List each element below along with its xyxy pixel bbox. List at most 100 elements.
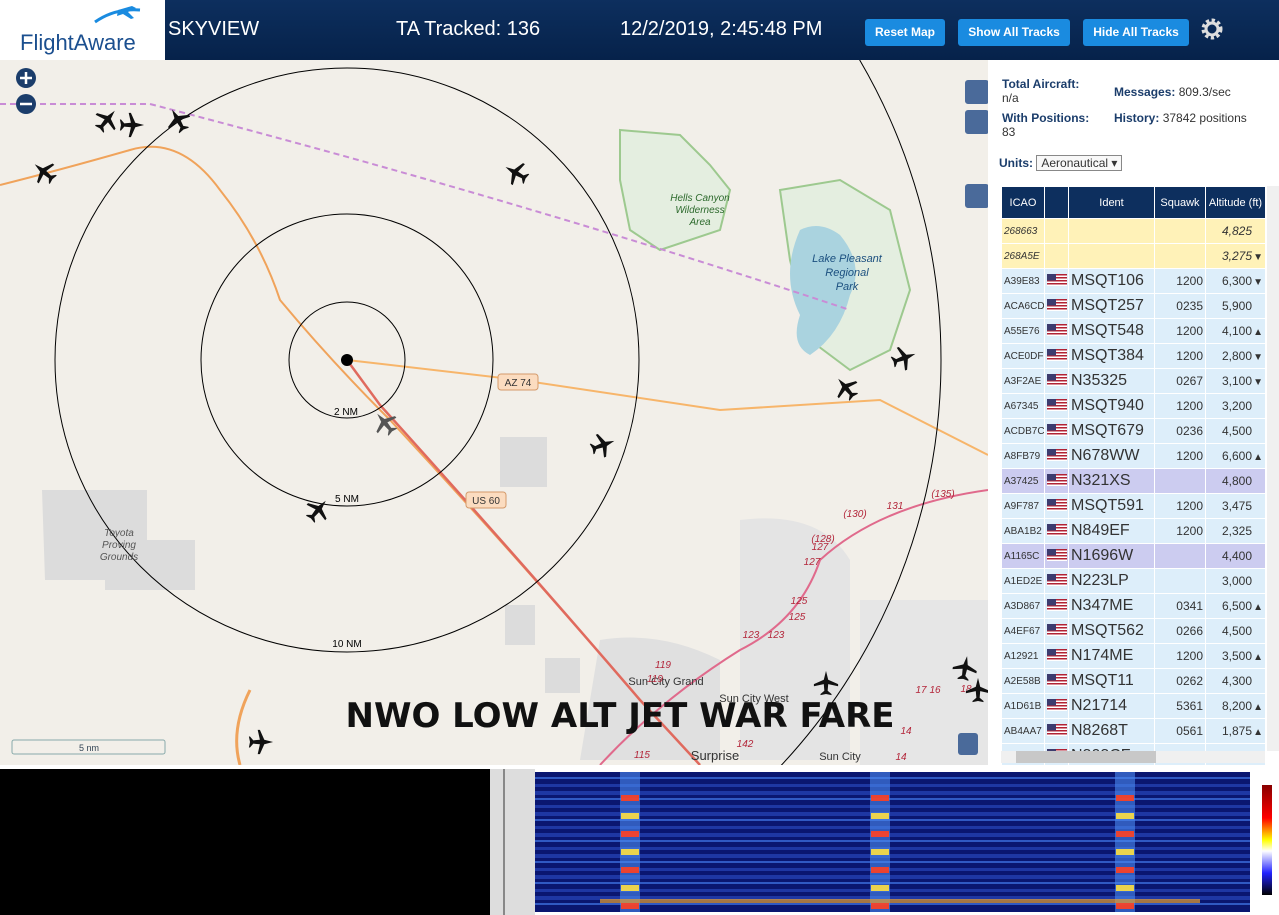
altitude: 4,800 — [1205, 468, 1266, 494]
squawk — [1154, 543, 1206, 569]
icao: A8FB79 — [1001, 443, 1045, 469]
map-label: 10 NM — [332, 639, 361, 650]
altitude-value: 4,800 — [1221, 474, 1252, 488]
waterfall-hot — [1116, 885, 1134, 891]
waterfall-hot — [1116, 903, 1134, 909]
aircraft-row[interactable]: A37425 N321XS 4,800 — [1001, 468, 1266, 494]
aircraft-icon[interactable] — [368, 406, 402, 440]
waterfall-hot — [1116, 867, 1134, 873]
aircraft-icon[interactable] — [888, 342, 919, 373]
aircraft-row[interactable]: ACA6CD MSQT257 0235 5,900 — [1001, 293, 1266, 319]
aircraft-icon[interactable] — [248, 729, 274, 755]
ident: MSQT548 — [1068, 318, 1155, 344]
waterfall-hot — [621, 885, 639, 891]
altitude-value: 3,275 — [1221, 249, 1252, 263]
squawk: 1200 — [1154, 443, 1206, 469]
flag — [1047, 423, 1067, 436]
aircraft-row[interactable]: A1ED2E N223LP 3,000 — [1001, 568, 1266, 594]
waterfall-peak — [620, 772, 640, 912]
icao: A39E83 — [1001, 268, 1045, 294]
flag-cell — [1044, 493, 1069, 519]
aircraft-row[interactable]: A2E58B MSQT11 0262 4,300 — [1001, 668, 1266, 694]
aircraft-row[interactable]: A55E76 MSQT548 1200 4,100▲ — [1001, 318, 1266, 344]
aircraft-icon[interactable] — [301, 493, 335, 527]
waterfall-hot — [1116, 831, 1134, 837]
aircraft-row[interactable]: A8FB79 N678WW 1200 6,600▲ — [1001, 443, 1266, 469]
waterfall-band — [535, 791, 1250, 795]
waterfall-hot — [621, 867, 639, 873]
altitude: 4,300 — [1205, 668, 1266, 694]
aircraft-row[interactable]: A1D61B N21714 5361 8,200▲ — [1001, 693, 1266, 719]
map-label: Sun City West — [719, 693, 789, 705]
zoom-controls[interactable] — [16, 68, 36, 114]
map-label: 125 — [791, 596, 808, 607]
waterfall-band — [535, 882, 1250, 884]
waterfall-hot — [621, 795, 639, 801]
aircraft-row[interactable]: A67345 MSQT940 1200 3,200 — [1001, 393, 1266, 419]
icao: A3D867 — [1001, 593, 1045, 619]
aircraft-row[interactable]: ABA1B2 N849EF 1200 2,325 — [1001, 518, 1266, 544]
column-header[interactable]: Altitude (ft) — [1205, 186, 1266, 219]
aircraft-icon[interactable] — [813, 670, 839, 696]
aircraft-icon[interactable] — [587, 429, 618, 460]
ident: N21714 — [1068, 693, 1155, 719]
aircraft-icon[interactable] — [499, 156, 532, 189]
aircraft-icon[interactable] — [27, 155, 61, 189]
show-tracks-button[interactable]: Show All Tracks — [958, 19, 1070, 46]
aircraft-row[interactable]: ACE0DF MSQT384 1200 2,800▼ — [1001, 343, 1266, 369]
hide-tracks-button[interactable]: Hide All Tracks — [1083, 19, 1189, 46]
column-header — [1044, 186, 1069, 219]
map-label: Sun City Grand — [628, 676, 703, 688]
aircraft-row[interactable]: 268663 4,825 — [1001, 218, 1266, 244]
aircraft-row[interactable]: A3D867 N347ME 0341 6,500▲ — [1001, 593, 1266, 619]
aircraft-row[interactable]: ACDB7C MSQT679 0236 4,500 — [1001, 418, 1266, 444]
waterfall-hot — [871, 813, 889, 819]
settings-icon[interactable] — [1200, 17, 1224, 41]
aircraft-icon[interactable] — [829, 371, 863, 405]
aircraft-icon[interactable] — [161, 103, 194, 136]
map-label: 131 — [887, 501, 904, 512]
map[interactable]: 2 NM 5 NM 10 NM AZ 74 US 60 Hells CanyonWilde… — [0, 60, 988, 765]
trend: ▲ — [1253, 327, 1263, 338]
column-header[interactable]: Ident — [1068, 186, 1155, 219]
aircraft-row[interactable]: A4EF67 MSQT562 0266 4,500 — [1001, 618, 1266, 644]
logo[interactable]: FlightAware — [0, 0, 165, 60]
aircraft-icon[interactable] — [119, 112, 145, 138]
logo-text: FlightAware — [20, 30, 136, 55]
icao: A55E76 — [1001, 318, 1045, 344]
flag-cell — [1044, 443, 1069, 469]
aircraft-row[interactable]: 268A5E 3,275▼ — [1001, 243, 1266, 269]
aircraft-icon[interactable] — [90, 103, 124, 137]
app-name: SKYVIEW — [168, 18, 260, 40]
column-header[interactable]: ICAO — [1001, 186, 1045, 219]
units-select[interactable]: Aeronautical ▾ — [1036, 155, 1123, 171]
aircraft-row[interactable]: A3F2AE N35325 0267 3,100▼ — [1001, 368, 1266, 394]
scrollbar[interactable] — [1001, 751, 1265, 763]
altitude-value: 3,475 — [1221, 499, 1252, 513]
reset-map-button[interactable]: Reset Map — [865, 19, 945, 46]
aircraft-row[interactable]: A12921 N174ME 1200 3,500▲ — [1001, 643, 1266, 669]
aircraft-icon[interactable] — [965, 677, 988, 703]
aircraft-row[interactable]: A1165C N1696W 4,400 — [1001, 543, 1266, 569]
waterfall-band — [535, 847, 1250, 850]
flag — [1047, 523, 1067, 536]
waterfall-hot — [1116, 813, 1134, 819]
waterfall-hot — [621, 903, 639, 909]
icao: A1ED2E — [1001, 568, 1045, 594]
altitude-value: 8,200 — [1221, 699, 1252, 713]
altitude: 4,500 — [1205, 618, 1266, 644]
scrollbar[interactable] — [1267, 186, 1279, 751]
aircraft-row[interactable]: A9F787 MSQT591 1200 3,475 — [1001, 493, 1266, 519]
icao: A4EF67 — [1001, 618, 1045, 644]
squawk: 1200 — [1154, 318, 1206, 344]
map-buttons[interactable] — [958, 80, 988, 755]
map-label: Toyota — [104, 528, 134, 539]
squawk: 0341 — [1154, 593, 1206, 619]
aircraft-icon[interactable] — [951, 654, 979, 682]
units-label: Units: — [999, 156, 1033, 170]
column-header[interactable]: Squawk — [1154, 186, 1206, 219]
aircraft-row[interactable]: A39E83 MSQT106 1200 6,300▼ — [1001, 268, 1266, 294]
squawk: 5361 — [1154, 693, 1206, 719]
aircraft-row[interactable]: AB4AA7 N8268T 0561 1,875▲ — [1001, 718, 1266, 744]
flag-cell — [1044, 568, 1069, 594]
